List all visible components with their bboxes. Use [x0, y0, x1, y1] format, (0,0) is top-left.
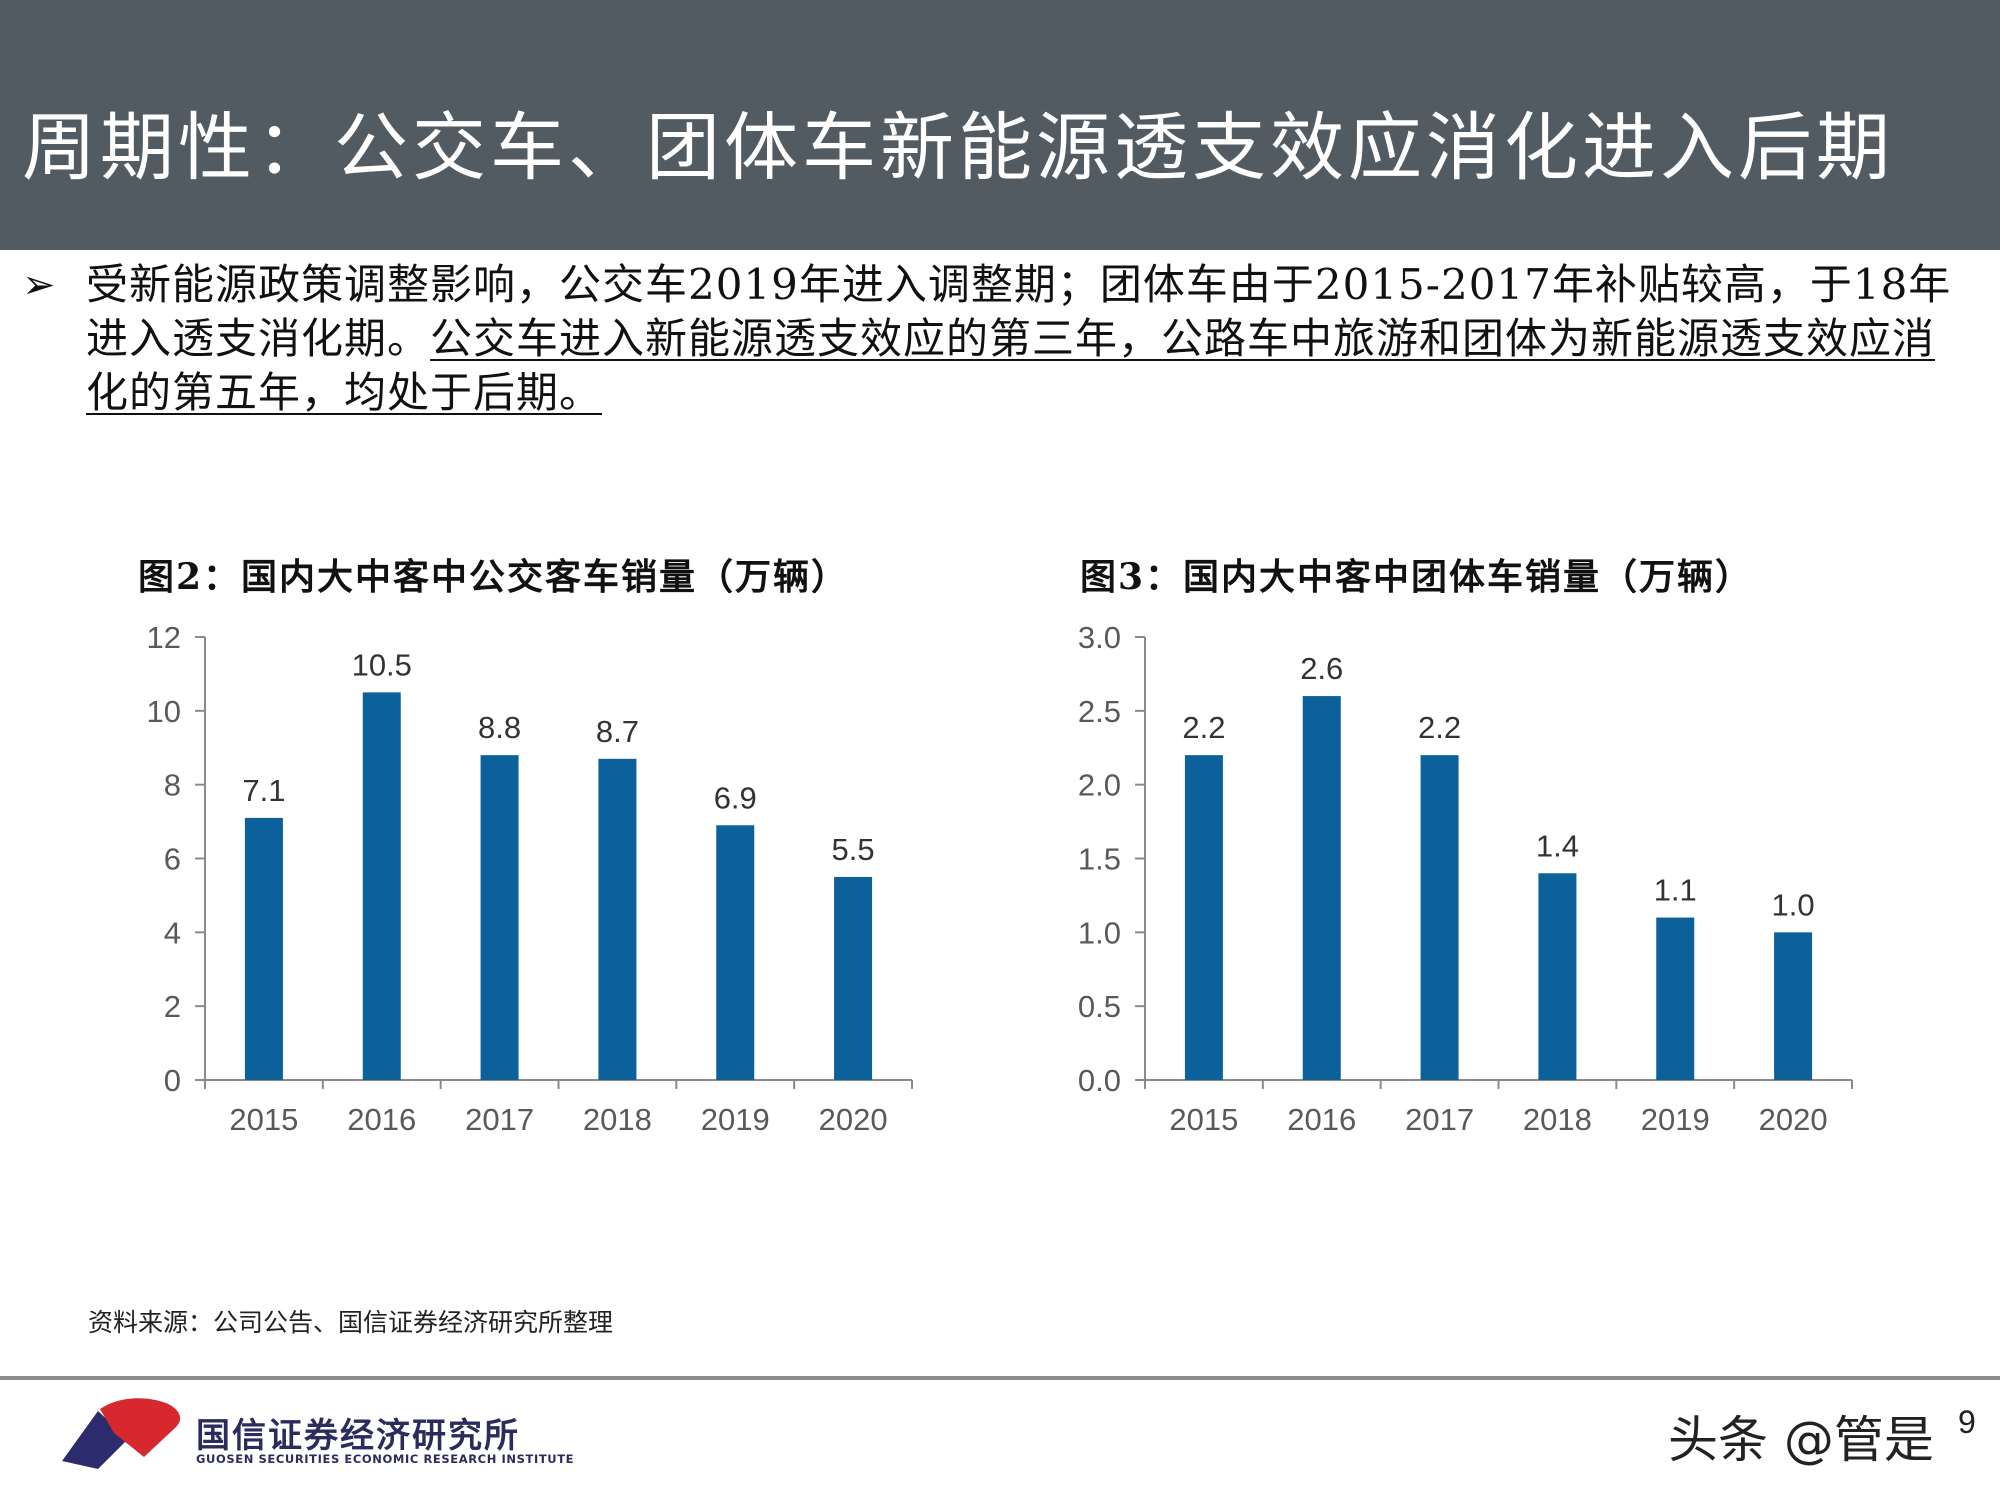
- page-title: 周期性：公交车、团体车新能源透支效应消化进入后期: [22, 105, 1894, 191]
- bar-value-label: 8.8: [478, 710, 521, 745]
- y-tick-label: 0.5: [1078, 989, 1121, 1024]
- summary-text-plain: 受新能源政策调整影响，公交车2019年进入调整期；团体车由于2015-2017年…: [86, 260, 1952, 363]
- y-tick-label: 0.0: [1078, 1063, 1121, 1098]
- x-tick-label: 2016: [1287, 1102, 1356, 1137]
- bar: [362, 692, 401, 1080]
- source-note: 资料来源：公司公告、国信证券经济研究所整理: [88, 1308, 614, 1337]
- x-tick-label: 2016: [347, 1102, 416, 1137]
- bar: [1184, 755, 1223, 1080]
- x-tick-label: 2015: [229, 1102, 298, 1137]
- y-tick-label: 8: [164, 768, 181, 803]
- bar: [1420, 755, 1459, 1080]
- x-tick-label: 2019: [1641, 1102, 1710, 1137]
- brand-name-cn: 国信证券经济研究所: [196, 1416, 520, 1456]
- x-tick-label: 2019: [701, 1102, 770, 1137]
- brand-name-en: GUOSEN SECURITIES ECONOMIC RESEARCH INST…: [196, 1452, 575, 1466]
- x-tick-label: 2017: [465, 1102, 534, 1137]
- footer-divider: [0, 1376, 2000, 1380]
- bar-value-label: 7.1: [242, 773, 285, 808]
- bar: [1538, 873, 1577, 1080]
- summary-text: 受新能源政策调整影响，公交车2019年进入调整期；团体车由于2015-2017年…: [86, 258, 1976, 420]
- chart-1-bus-sales: 0 2 4 6 8 10 12 7.1 2015 10.5 2016 8.8 2017 8.7 2018 6.…: [147, 620, 913, 1137]
- toutiao-watermark: 头条 @管是: [1668, 1411, 1934, 1469]
- chart-2-group-bus-sales: 0.0 0.5 1.0 1.5 2.0 2.5 3.0 2.2 2015 2.6 2016 2.2 20…: [1078, 620, 1853, 1137]
- x-tick-label: 2015: [1169, 1102, 1238, 1137]
- y-tick-label: 1.0: [1078, 915, 1121, 950]
- bar-value-label: 2.2: [1182, 710, 1225, 745]
- chart-1-title: 图2：国内大中客中公交客车销量（万辆）: [138, 556, 850, 598]
- bar: [1656, 917, 1695, 1080]
- x-tick-label: 2018: [1523, 1102, 1592, 1137]
- bar-value-label: 1.0: [1772, 887, 1815, 922]
- bar-value-label: 1.1: [1654, 873, 1697, 908]
- bar-value-label: 2.6: [1300, 651, 1343, 686]
- bar: [1302, 696, 1341, 1080]
- y-tick-label: 10: [147, 694, 181, 729]
- bar: [1774, 932, 1813, 1080]
- bullet-arrow-icon: ➢: [22, 262, 56, 308]
- x-tick-label: 2020: [1759, 1102, 1828, 1137]
- bar-value-label: 8.7: [596, 714, 639, 749]
- summary-text-underlined: 公交车进入新能源透支效应的第三年，公路车中旅游和团体为新能源透支效应消化的第五年…: [86, 314, 1936, 417]
- y-tick-label: 12: [147, 620, 181, 655]
- bar: [598, 758, 637, 1080]
- bar: [716, 825, 755, 1080]
- x-tick-label: 2018: [583, 1102, 652, 1137]
- bar-value-label: 1.4: [1536, 828, 1579, 863]
- bar-value-label: 10.5: [352, 647, 412, 682]
- chart-2-title: 图3：国内大中客中团体车销量（万辆）: [1080, 556, 1754, 598]
- y-tick-label: 2: [164, 989, 181, 1024]
- y-tick-label: 2.5: [1078, 694, 1121, 729]
- page-header: 周期性：公交车、团体车新能源透支效应消化进入后期: [0, 0, 2000, 250]
- bar-value-label: 5.5: [832, 832, 875, 867]
- page-number: 9: [1958, 1404, 1976, 1440]
- x-tick-label: 2020: [819, 1102, 888, 1137]
- x-tick-label: 2017: [1405, 1102, 1474, 1137]
- y-tick-label: 6: [164, 842, 181, 877]
- bar: [244, 817, 283, 1080]
- bar: [834, 876, 873, 1080]
- bar-value-label: 2.2: [1418, 710, 1461, 745]
- bar: [480, 755, 519, 1080]
- y-tick-label: 4: [164, 915, 181, 950]
- y-tick-label: 3.0: [1078, 620, 1121, 655]
- guosen-logo-icon: [62, 1398, 181, 1469]
- y-tick-label: 0: [164, 1063, 181, 1098]
- bar-value-label: 6.9: [714, 780, 757, 815]
- y-tick-label: 2.0: [1078, 768, 1121, 803]
- y-tick-label: 1.5: [1078, 842, 1121, 877]
